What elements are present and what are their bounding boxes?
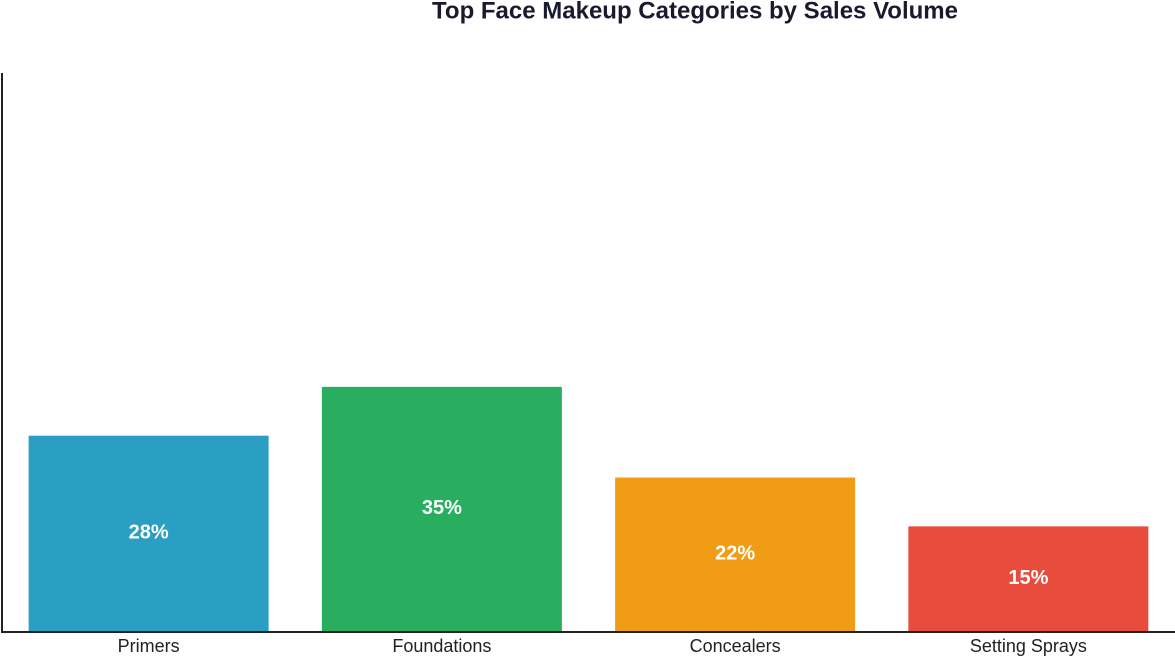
value-label: 35% <box>422 497 462 519</box>
x-tick-label: Setting Sprays <box>970 636 1087 656</box>
bar <box>615 477 856 631</box>
bar <box>321 386 562 631</box>
x-tick-label: Foundations <box>392 636 491 656</box>
value-label: 15% <box>1008 567 1048 589</box>
x-tick-label: Primers <box>118 636 180 656</box>
x-tick-label: Concealers <box>690 636 781 656</box>
bar <box>908 526 1149 631</box>
bar <box>28 435 269 631</box>
value-label: 22% <box>715 543 755 565</box>
chart-title: Top Face Makeup Categories by Sales Volu… <box>432 0 958 24</box>
value-label: 28% <box>129 522 169 544</box>
